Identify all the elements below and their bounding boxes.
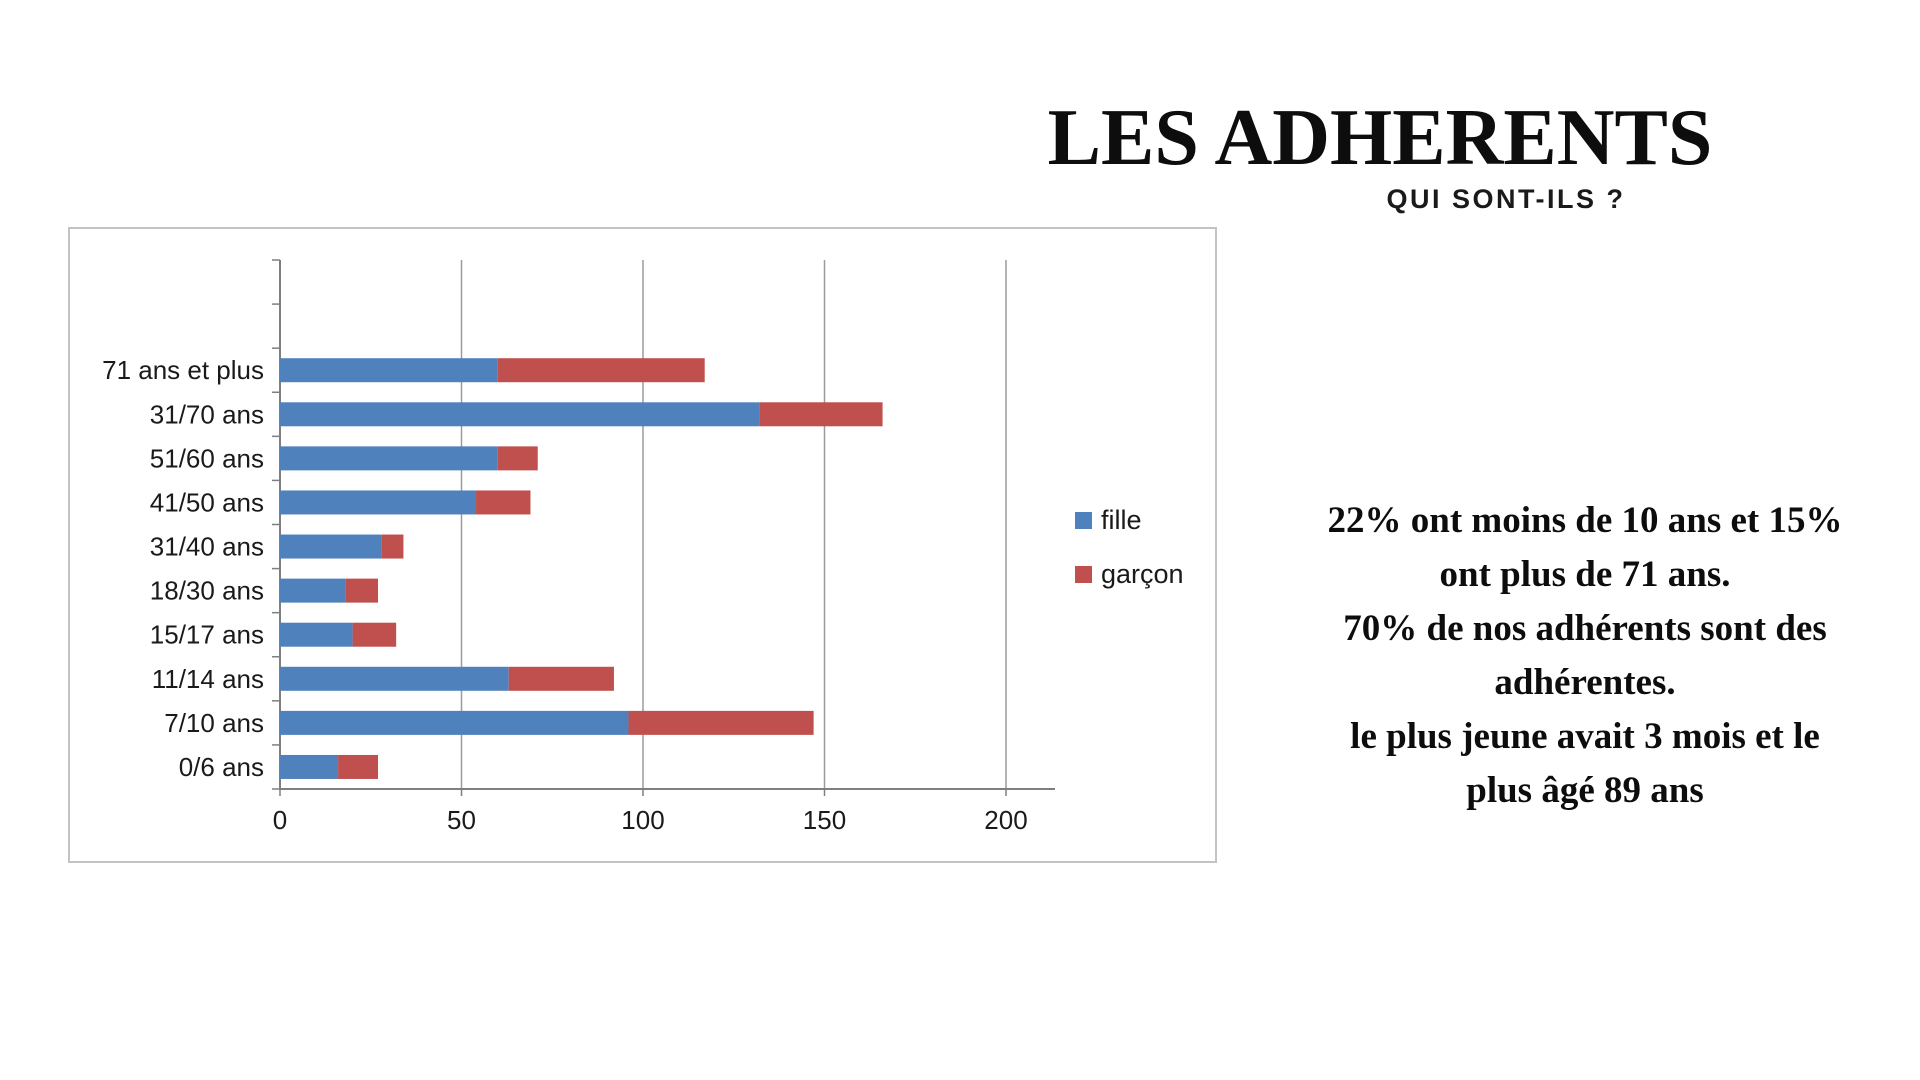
svg-text:41/50 ans: 41/50 ans: [150, 487, 264, 517]
svg-text:200: 200: [984, 805, 1027, 835]
svg-text:15/17 ans: 15/17 ans: [150, 620, 264, 650]
page-title: LES ADHERENTS: [1047, 93, 1713, 182]
legend-label-garcon: garçon: [1101, 559, 1184, 589]
page-subtitle: QUI SONT-ILS ?: [1386, 184, 1626, 214]
bar-chart-svg: 0 50 100 150 200 71 ans et plus 31/70 ans 51/60…: [102, 259, 1055, 835]
svg-text:0: 0: [273, 805, 287, 835]
info-line: 22% ont moins de 10 ans et 15%: [1327, 500, 1843, 541]
svg-text:7/10 ans: 7/10 ans: [164, 708, 264, 738]
info-line: plus âgé 89 ans: [1466, 770, 1704, 811]
svg-text:0/6 ans: 0/6 ans: [179, 752, 264, 782]
info-line: ont plus de 71 ans.: [1439, 554, 1731, 595]
svg-text:71 ans et plus: 71 ans et plus: [102, 355, 264, 385]
info-line: 70% de nos adhérents sont des: [1343, 608, 1827, 649]
garcon-swatch-icon: [1075, 566, 1092, 583]
svg-text:100: 100: [621, 805, 664, 835]
chart-frame: 0 50 100 150 200 71 ans et plus 31/70 ans 51/60…: [68, 227, 1217, 863]
info-line: le plus jeune avait 3 mois et le: [1350, 716, 1820, 757]
svg-text:18/30 ans: 18/30 ans: [150, 576, 264, 606]
legend-item-garcon: garçon: [1075, 558, 1184, 591]
chart-legend: fille garçon: [1075, 504, 1184, 591]
legend-item-fille: fille: [1075, 504, 1184, 537]
svg-text:150: 150: [803, 805, 846, 835]
svg-text:31/70 ans: 31/70 ans: [150, 399, 264, 429]
info-line: adhérentes.: [1494, 662, 1676, 703]
svg-text:51/60 ans: 51/60 ans: [150, 443, 264, 473]
svg-text:50: 50: [447, 805, 476, 835]
legend-label-fille: fille: [1101, 505, 1142, 535]
svg-text:11/14 ans: 11/14 ans: [152, 664, 264, 694]
info-text: 22% ont moins de 10 ans et 15% ont plus …: [1255, 494, 1915, 818]
fille-swatch-icon: [1075, 512, 1092, 529]
svg-text:31/40 ans: 31/40 ans: [150, 532, 264, 562]
